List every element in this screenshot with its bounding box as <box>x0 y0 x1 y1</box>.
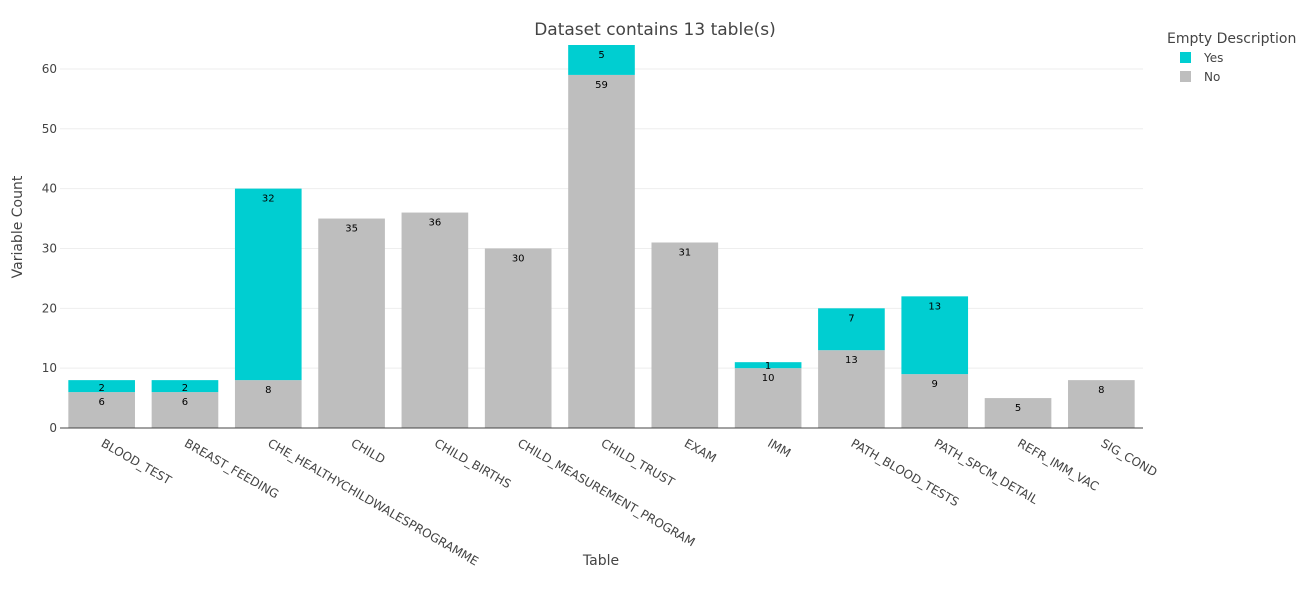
bar-value-label: 8 <box>1098 385 1104 396</box>
bar-value-label: 13 <box>845 355 858 366</box>
bar-value-label: 10 <box>762 373 775 384</box>
bar-value-label: 2 <box>182 383 188 394</box>
bar-segment-yes-path_blood_tests[interactable] <box>818 308 885 351</box>
bar-segment-no-blood_test[interactable] <box>68 392 135 428</box>
bar-value-label: 36 <box>429 218 442 229</box>
legend-label: No <box>1204 70 1220 84</box>
bar-segment-no-child_measurement_program[interactable] <box>484 248 552 428</box>
bar-segment-no-imm[interactable] <box>734 368 802 428</box>
x-tick-label: EXAM <box>682 436 719 465</box>
legend-item-no[interactable]: No <box>1180 70 1220 84</box>
bar-segment-yes-path_spcm_detail[interactable] <box>901 296 969 375</box>
bar-value-label: 6 <box>98 397 104 408</box>
bar-segment-no-exam[interactable] <box>651 242 719 428</box>
x-tick-label: CHILD_BIRTHS <box>432 436 514 491</box>
bar-value-label: 2 <box>98 383 104 394</box>
bar-segment-yes-imm[interactable] <box>734 362 802 369</box>
bar-segment-no-path_spcm_detail[interactable] <box>901 374 969 428</box>
y-tick-label: 50 <box>42 122 57 136</box>
bar-segment-no-sig_cond[interactable] <box>1068 380 1135 428</box>
bar-value-label: 6 <box>182 397 188 408</box>
y-tick-label: 30 <box>42 241 57 255</box>
y-tick-label: 40 <box>42 182 57 196</box>
legend[interactable]: Empty Description Yes No <box>1167 31 1296 84</box>
bar-segment-no-refr_imm_vac[interactable] <box>984 398 1052 428</box>
bar-value-label: 32 <box>262 194 275 205</box>
x-tick-label: REFR_IMM_VAC <box>1015 436 1101 494</box>
bar-value-label: 8 <box>265 385 271 396</box>
legend-label: Yes <box>1203 51 1223 65</box>
x-tick-label: IMM <box>765 436 793 460</box>
chart-title: Dataset contains 13 table(s) <box>534 20 776 40</box>
bar-segment-no-che_healthychildwalesprogramme[interactable] <box>234 380 302 428</box>
bar-value-label: 5 <box>1015 403 1021 414</box>
bar-value-label: 5 <box>598 50 604 61</box>
legend-swatch <box>1180 52 1191 63</box>
bar-value-label: 59 <box>595 80 608 91</box>
bar-segment-yes-blood_test[interactable] <box>68 380 135 393</box>
legend-item-yes[interactable]: Yes <box>1180 51 1223 65</box>
y-tick-label: 60 <box>42 62 57 76</box>
bars[interactable] <box>68 45 1135 428</box>
legend-swatch <box>1180 71 1191 82</box>
bar-segment-no-breast_feeding[interactable] <box>151 392 219 428</box>
x-tick-label: CHILD_MEASUREMENT_PROGRAM <box>515 436 697 549</box>
bar-value-label: 35 <box>345 224 358 235</box>
bar-segment-no-child_trust[interactable] <box>568 74 635 428</box>
bar-segment-no-child[interactable] <box>318 218 385 428</box>
bar-segment-no-child_births[interactable] <box>401 212 469 428</box>
y-axis-title: Variable Count <box>10 175 26 278</box>
bar-segment-yes-child_trust[interactable] <box>568 45 635 75</box>
y-tick-label: 0 <box>49 421 57 435</box>
bar-value-labels: 6 2 6 2 8 32 35 36 30 59 5 31 101 13 7 9 13 5 8 <box>98 50 1104 414</box>
x-tick-label: CHILD_TRUST <box>599 436 678 490</box>
x-tick-label: BLOOD_TEST <box>99 436 175 488</box>
bar-value-label: 7 <box>848 313 854 324</box>
x-tick-label: CHILD <box>349 436 388 467</box>
bar-segment-yes-breast_feeding[interactable] <box>151 380 219 393</box>
bar-value-label: 31 <box>678 247 691 258</box>
bar-value-label: 9 <box>932 379 938 390</box>
y-tick-label: 20 <box>42 301 57 315</box>
legend-title: Empty Description <box>1167 31 1296 47</box>
y-tick-label: 10 <box>42 361 57 375</box>
bar-value-label: 30 <box>512 253 525 264</box>
bar-segment-yes-che_healthychildwalesprogramme[interactable] <box>234 188 302 381</box>
x-axis-title: Table <box>582 553 619 569</box>
bar-segment-no-path_blood_tests[interactable] <box>818 350 885 428</box>
x-tick-label: SIG_COND <box>1098 436 1159 479</box>
bar-value-label: 1 <box>765 361 771 372</box>
bar-value-label: 13 <box>928 301 941 312</box>
